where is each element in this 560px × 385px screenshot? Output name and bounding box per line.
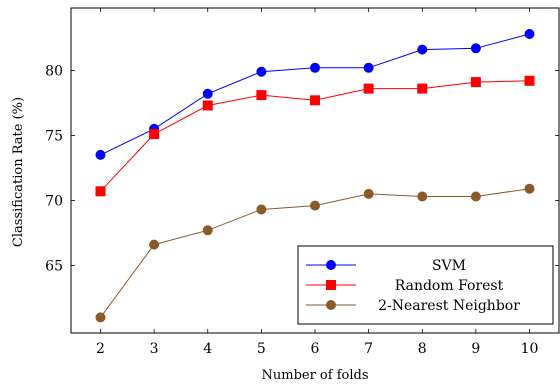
data-point-random-forest — [417, 83, 428, 94]
legend-label-2-nearest-neighbor: 2-Nearest Neighbor — [378, 298, 520, 314]
data-point-random-forest — [310, 95, 320, 106]
data-point-2-nearest-neighbor — [470, 191, 481, 202]
data-point-random-forest — [524, 75, 535, 86]
x-tick-label: 7 — [364, 341, 373, 357]
data-point-svm — [524, 29, 535, 39]
legend-marker-random-forest — [326, 280, 336, 290]
x-tick-label: 3 — [150, 341, 159, 357]
series-svm — [95, 29, 535, 160]
x-axis-title: Number of folds — [262, 368, 369, 383]
x-tick-label: 10 — [521, 341, 539, 357]
legend-item-random-forest: Random Forest — [306, 278, 504, 294]
data-point-svm — [310, 62, 320, 73]
legend-item-svm: SVM — [306, 258, 466, 274]
legend: SVM Random Forest 2-Nearest Neighbor — [297, 245, 554, 325]
legend-marker-2-nearest-neighbor — [326, 300, 336, 310]
data-point-random-forest — [149, 129, 160, 140]
data-point-svm — [256, 66, 267, 77]
data-point-svm — [95, 149, 106, 160]
data-point-2-nearest-neighbor — [202, 225, 213, 236]
data-point-svm — [470, 43, 481, 54]
data-point-2-nearest-neighbor — [95, 312, 106, 323]
data-point-svm — [202, 88, 213, 99]
data-point-random-forest — [95, 186, 106, 197]
data-point-svm — [417, 44, 428, 55]
y-axis-title: Classification Rate (%) — [11, 97, 26, 247]
x-tick-label: 6 — [311, 341, 320, 357]
y-axis-ticks: 65 70 75 80 — [45, 63, 559, 274]
data-point-2-nearest-neighbor — [149, 239, 160, 250]
data-point-2-nearest-neighbor — [417, 191, 428, 202]
data-point-random-forest — [202, 100, 213, 111]
data-point-2-nearest-neighbor — [363, 188, 374, 199]
data-point-random-forest — [470, 77, 481, 88]
data-point-2-nearest-neighbor — [256, 204, 267, 215]
series-2-nearest-neighbor — [95, 183, 535, 323]
x-tick-label: 8 — [418, 341, 427, 357]
legend-marker-svm — [326, 260, 336, 270]
y-tick-label: 75 — [45, 128, 63, 144]
x-tick-label: 5 — [257, 341, 266, 357]
x-axis-ticks: 2 3 4 5 6 7 8 9 10 — [96, 8, 538, 357]
y-tick-label: 70 — [45, 193, 63, 209]
x-tick-label: 9 — [471, 341, 480, 357]
x-tick-label: 4 — [203, 341, 212, 357]
series-line-svm — [100, 33, 530, 156]
legend-items: SVM Random Forest 2-Nearest Neighbor — [306, 258, 520, 314]
data-point-svm — [363, 62, 374, 73]
y-tick-label: 80 — [45, 63, 63, 79]
legend-item-2-nearest-neighbor: 2-Nearest Neighbor — [306, 298, 520, 314]
series-random-forest — [95, 75, 535, 197]
y-tick-label: 65 — [45, 258, 63, 274]
data-point-random-forest — [363, 83, 374, 94]
legend-label-svm: SVM — [432, 258, 466, 274]
series-layer — [95, 29, 535, 323]
data-point-2-nearest-neighbor — [310, 200, 320, 211]
legend-label-random-forest: Random Forest — [395, 278, 504, 294]
x-tick-label: 2 — [96, 341, 105, 357]
data-point-2-nearest-neighbor — [524, 183, 535, 194]
data-point-random-forest — [256, 90, 267, 101]
